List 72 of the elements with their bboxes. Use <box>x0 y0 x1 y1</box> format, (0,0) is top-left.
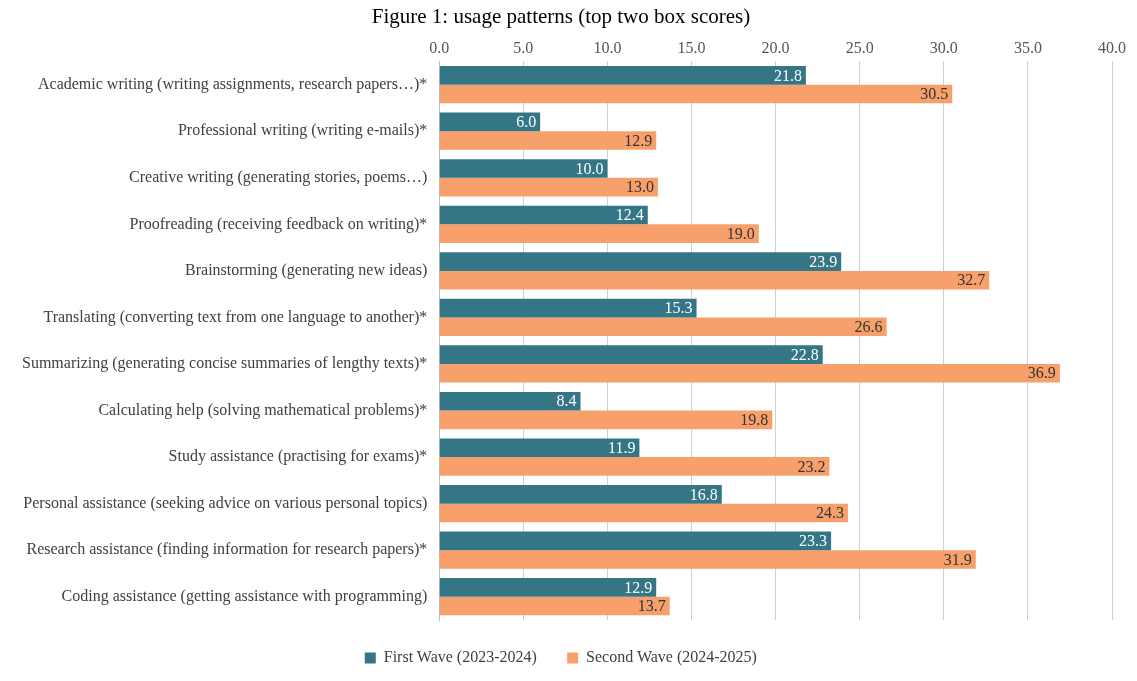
bar <box>439 84 953 104</box>
bar <box>439 224 759 243</box>
text: 12.4 <box>615 206 644 224</box>
text: 24.3 <box>815 504 844 522</box>
y-tick-label: Proofreading (receiving feedback on writing)* <box>129 214 428 233</box>
x-tick-label: 40.0 <box>1098 39 1126 56</box>
y-tick-label: Coding assistance (getting assistance with programming) <box>61 586 428 605</box>
bar <box>439 438 640 458</box>
bar <box>439 345 823 364</box>
legend-label: Second Wave (2024-2025) <box>586 648 757 667</box>
bar <box>439 391 581 411</box>
y-tick-label: Academic writing (writing assignments, research papers…)* <box>38 74 428 93</box>
bar <box>439 596 670 616</box>
bar <box>439 457 830 476</box>
bar <box>439 131 657 150</box>
y-tick-label: Calculating help (solving mathematical problems)* <box>98 400 428 419</box>
text: 19.0 <box>726 224 755 242</box>
text: 12.9 <box>624 578 653 596</box>
x-tick-label: 15.0 <box>677 39 706 56</box>
bar <box>439 485 722 504</box>
bar <box>439 205 648 225</box>
text: 11.9 <box>607 438 636 456</box>
x-tick-label: 10.0 <box>593 39 622 56</box>
x-tick-label: 20.0 <box>761 39 790 56</box>
bar <box>439 503 848 523</box>
x-tick-label: 0.0 <box>429 39 450 56</box>
text: 19.8 <box>740 411 769 429</box>
legend-label: First Wave (2023-2024) <box>383 648 537 667</box>
bar <box>439 363 1060 383</box>
bar <box>439 578 657 597</box>
bar <box>439 317 887 337</box>
bar <box>439 252 842 271</box>
text: 12.9 <box>624 131 653 149</box>
x-tick-label: 35.0 <box>1013 39 1042 56</box>
y-tick-label: Research assistance (finding information for research papers)* <box>26 540 428 559</box>
bar <box>439 66 806 85</box>
bar <box>439 177 658 197</box>
y-tick-label: Summarizing (generating concise summaries of lengthy texts)* <box>21 354 428 373</box>
bar <box>439 410 773 430</box>
y-tick-label: Translating (converting text from one language to another)* <box>43 307 428 326</box>
x-tick-label: 5.0 <box>513 39 534 56</box>
text: 10.0 <box>575 159 604 177</box>
bar <box>439 270 990 290</box>
y-tick-label: Creative writing (generating stories, poems…) <box>129 167 428 186</box>
text: 16.8 <box>689 485 718 503</box>
text: 23.3 <box>799 532 828 550</box>
x-tick-label: 25.0 <box>845 39 874 56</box>
text: 23.2 <box>797 457 826 475</box>
y-tick-label: Personal assistance (seeking advice on various personal topics) <box>23 493 428 512</box>
chart-title: Figure 1: usage patterns (top two box scores) <box>371 4 751 29</box>
text: 6.0 <box>516 113 537 131</box>
y-tick-label: Brainstorming (generating new ideas) <box>185 261 428 280</box>
text: 8.4 <box>556 392 577 410</box>
text: 21.8 <box>773 66 802 84</box>
text: 15.3 <box>664 299 693 317</box>
text: 22.8 <box>790 345 819 363</box>
bar <box>439 112 541 132</box>
text: 31.9 <box>943 550 972 568</box>
text: 36.9 <box>1027 364 1056 382</box>
text: 26.6 <box>854 317 883 335</box>
text: 30.5 <box>920 85 949 103</box>
text: 23.9 <box>809 252 838 270</box>
y-tick-label: Professional writing (writing e-mails)* <box>177 121 428 140</box>
bar <box>439 531 832 551</box>
bar <box>439 550 976 569</box>
text: 13.7 <box>637 597 666 615</box>
text: 32.7 <box>957 271 986 289</box>
bar <box>439 159 608 178</box>
x-tick-label: 30.0 <box>929 39 958 56</box>
y-tick-label: Study assistance (practising for exams)* <box>168 447 428 466</box>
text: 13.0 <box>625 178 654 196</box>
bar <box>439 298 697 318</box>
